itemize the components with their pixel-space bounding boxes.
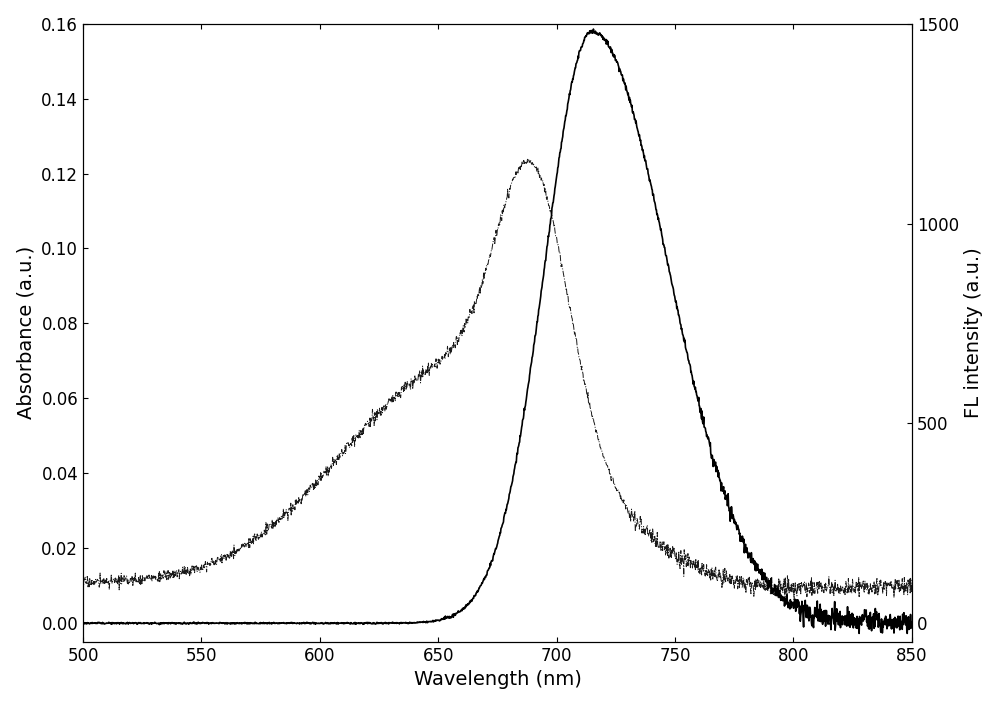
Y-axis label: FL intensity (a.u.): FL intensity (a.u.) (964, 247, 983, 418)
Y-axis label: Absorbance (a.u.): Absorbance (a.u.) (17, 246, 36, 419)
X-axis label: Wavelength (nm): Wavelength (nm) (414, 670, 581, 689)
